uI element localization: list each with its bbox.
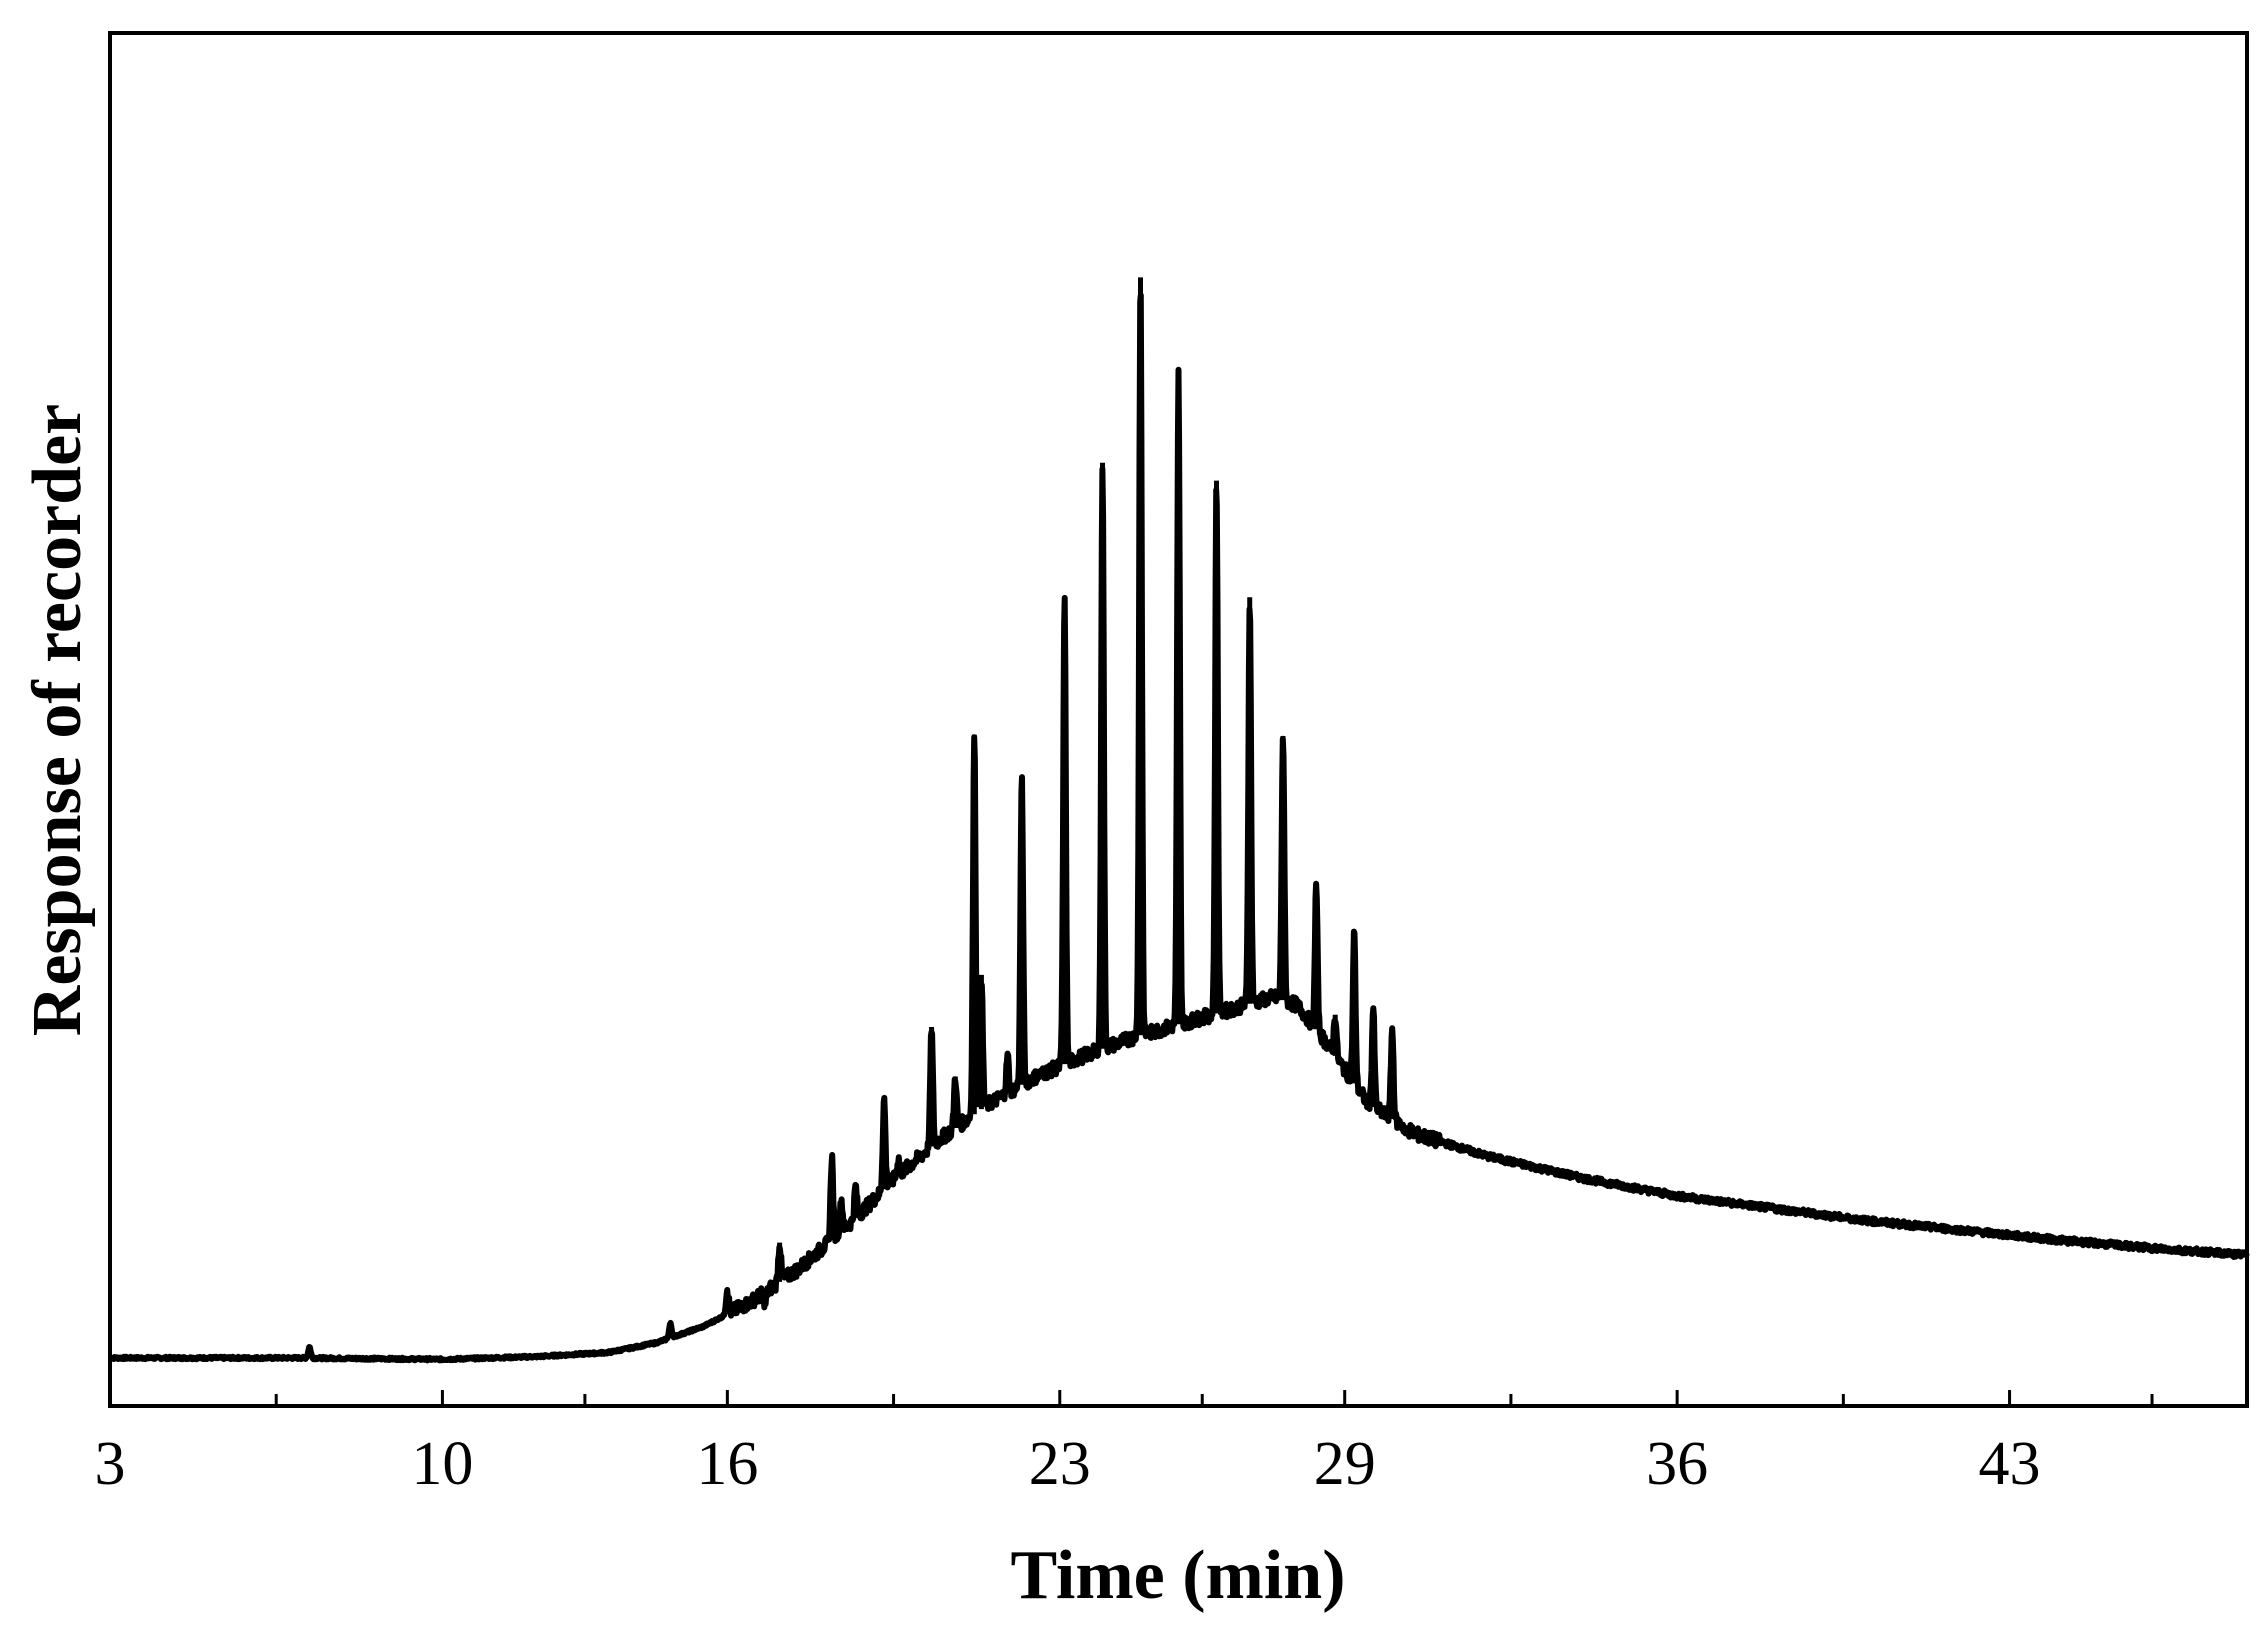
- x-tick-label: 10: [411, 1430, 473, 1498]
- series-line: [107, 292, 2250, 1364]
- x-tick-label: 29: [1314, 1430, 1376, 1498]
- y-axis-title: Response of recorder: [19, 404, 96, 1036]
- x-tick-label: 23: [1029, 1430, 1091, 1498]
- series-layer: [107, 277, 2250, 1364]
- x-tick-label: 16: [696, 1430, 758, 1498]
- plot-frame: [108, 31, 2249, 1408]
- x-tick-label: 36: [1646, 1430, 1708, 1498]
- x-axis-tick-labels: 3 10 16 23 29 36 43: [95, 1430, 2041, 1498]
- x-axis-ticks: [108, 1390, 2154, 1406]
- x-tick-label: 43: [1979, 1430, 2041, 1498]
- x-tick-label: 3: [95, 1430, 126, 1498]
- x-axis-title: Time (min): [1010, 1537, 1345, 1614]
